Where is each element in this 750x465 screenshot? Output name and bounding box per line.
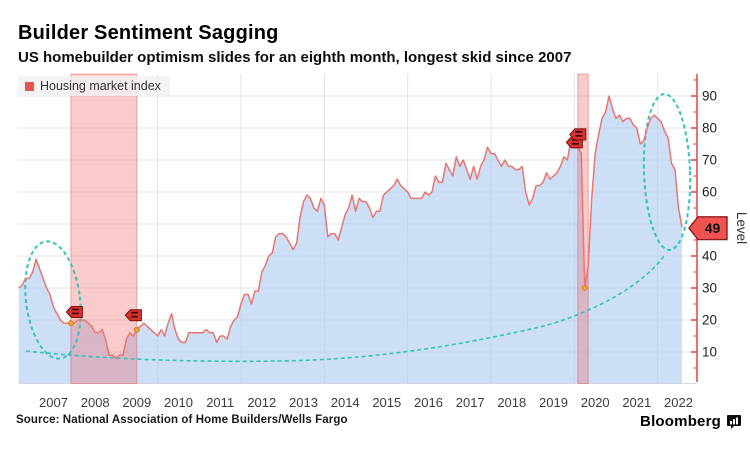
x-year-label: 2008 — [81, 395, 110, 410]
x-year-label: 2012 — [247, 395, 276, 410]
point-dot — [581, 285, 588, 291]
last-value-badge-shape — [688, 216, 728, 241]
x-year-label: 2019 — [539, 395, 568, 410]
x-year-label: 2015 — [372, 395, 401, 410]
y-axis: 102030405060708090Level — [691, 74, 749, 382]
x-year-label: 2017 — [456, 395, 485, 410]
area-series — [18, 96, 683, 384]
y-tick-label: 30 — [702, 281, 717, 296]
last-value-text: 49 — [705, 220, 721, 236]
x-year-label: 2013 — [289, 395, 318, 410]
point-dot — [133, 326, 140, 333]
bloomberg-terminal-icon — [727, 414, 741, 429]
y-tick-label: 70 — [702, 153, 717, 168]
x-year-label: 2020 — [581, 395, 610, 410]
y-tick-label: 10 — [702, 345, 717, 360]
point-dot — [68, 320, 74, 327]
x-year-label: 2011 — [206, 395, 234, 410]
x-year-label: 2022 — [664, 395, 693, 410]
y-tick-label: 60 — [702, 185, 717, 200]
event-markers — [65, 128, 587, 322]
highlight-ellipse — [642, 93, 692, 251]
page-title: Builder Sentiment Sagging — [18, 22, 279, 44]
x-year-label: 2007 — [39, 395, 68, 410]
legend-label: Housing market index — [40, 79, 161, 93]
point-dots — [68, 285, 588, 333]
legend-swatch — [25, 81, 34, 91]
page-subtitle: US homebuilder optimism slides for an ei… — [18, 49, 572, 66]
source-note: Source: National Association of Home Bui… — [16, 414, 348, 426]
last-value-badge: 49 — [688, 216, 728, 241]
y-axis-title: Level — [734, 212, 749, 244]
y-tick-label: 80 — [702, 121, 717, 136]
bloomberg-wordmark: Bloomberg — [640, 413, 721, 430]
recession-band — [70, 73, 138, 384]
y-tick-label: 90 — [702, 89, 717, 104]
legend-housing-market-index[interactable]: Housing market index — [18, 76, 170, 96]
event-marker-icon — [65, 306, 83, 318]
x-year-label: 2010 — [164, 395, 193, 410]
x-year-label: 2021 — [622, 395, 651, 410]
x-year-label: 2018 — [497, 395, 526, 410]
branding: Bloomberg — [640, 413, 741, 430]
x-year-label: 2009 — [122, 395, 151, 410]
x-year-label: 2016 — [414, 395, 443, 410]
x-year-label: 2014 — [331, 395, 360, 410]
x-axis-labels: 2007 2008 2009 2010 2011 2012 2013 2014 2015 2016… — [39, 395, 693, 410]
y-tick-label: 40 — [702, 249, 717, 264]
annotation-ellipses — [24, 93, 692, 360]
y-tick-label: 20 — [702, 313, 717, 328]
trend-curve — [25, 255, 665, 363]
highlight-ellipse — [24, 240, 82, 360]
